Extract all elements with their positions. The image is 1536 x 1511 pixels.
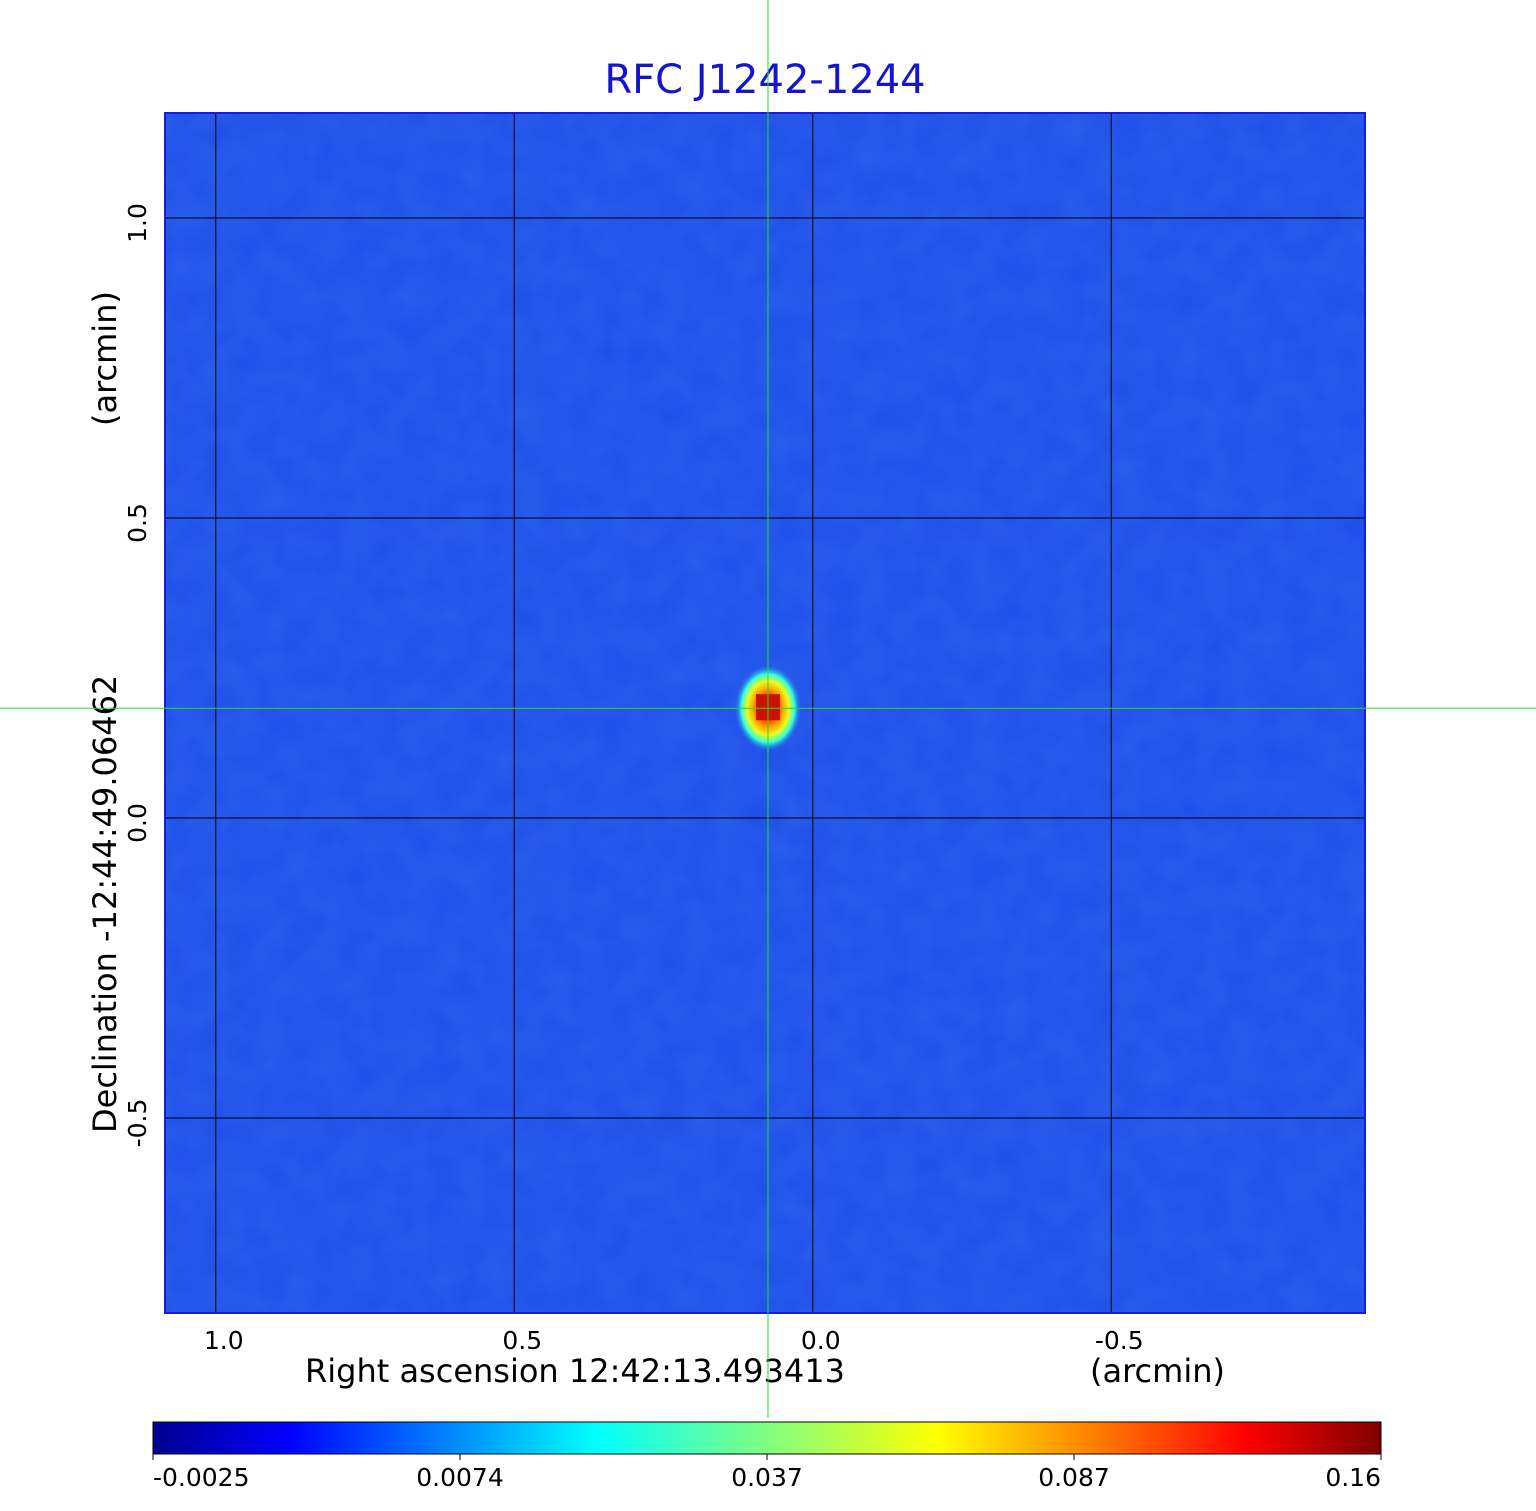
colorbar-tick-label: 0.16: [1325, 1463, 1381, 1492]
colorbar-tick-label: 0.037: [731, 1463, 803, 1492]
colorbar-tick-label: 0.0074: [416, 1463, 503, 1492]
colorbar: -0.0025 0.0074 0.037 0.087 0.16: [152, 1421, 1382, 1492]
x-tick-label: 1.0: [204, 1326, 244, 1355]
y-tick-label: 0.0: [123, 803, 152, 843]
x-axis-unit: (arcmin): [1090, 1352, 1225, 1390]
x-tick-label: 0.0: [801, 1326, 841, 1355]
y-axis-label: Declination -12:44:49.06462: [86, 675, 124, 1133]
chart-title: RFC J1242-1244: [604, 57, 925, 103]
plot-area: [164, 112, 1366, 1314]
x-tick-label: -0.5: [1095, 1326, 1144, 1355]
y-tick-label: 1.0: [123, 203, 152, 243]
colorbar-tick-label: 0.087: [1038, 1463, 1110, 1492]
x-tick-label: 0.5: [502, 1326, 542, 1355]
y-axis-unit: (arcmin): [86, 291, 124, 426]
plot-frame: [164, 112, 1366, 1314]
y-tick-label: 0.5: [123, 503, 152, 543]
x-axis-label: Right ascension 12:42:13.493413: [305, 1352, 845, 1390]
y-tick-label: -0.5: [123, 1099, 152, 1148]
colorbar-gradient: [152, 1421, 1382, 1455]
colorbar-tick-label: -0.0025: [153, 1463, 250, 1492]
